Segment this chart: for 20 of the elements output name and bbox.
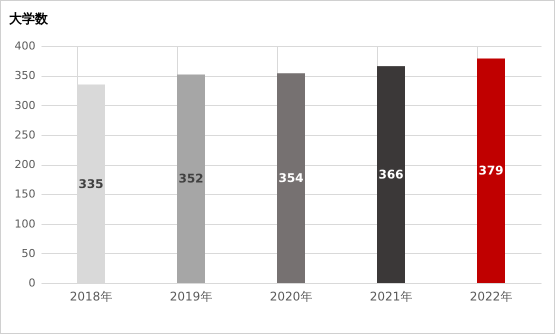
- y-tick-label: 150: [14, 188, 36, 201]
- y-tick-label: 0: [28, 276, 36, 290]
- y-tick-label: 300: [14, 98, 36, 112]
- x-tick-label: 2020年: [270, 290, 312, 304]
- data-label: 352: [178, 172, 204, 186]
- y-tick-label: 400: [14, 40, 36, 52]
- x-tick-label: 2022年: [470, 290, 512, 304]
- y-tick-label: 200: [14, 158, 36, 171]
- chart-title: 大学数: [9, 12, 49, 27]
- x-tick-label: 2021年: [370, 290, 412, 304]
- y-tick-label: 350: [14, 69, 36, 82]
- y-tick-label: 50: [22, 246, 36, 260]
- data-label: 379: [478, 164, 504, 178]
- y-tick-label: 250: [14, 128, 36, 142]
- data-label: 354: [278, 171, 304, 186]
- x-tick-label: 2018年: [70, 290, 112, 304]
- y-tick-label: 100: [14, 217, 36, 230]
- data-label: 366: [378, 168, 404, 182]
- data-label: 335: [78, 176, 104, 191]
- x-tick-label: 2019年: [170, 290, 212, 304]
